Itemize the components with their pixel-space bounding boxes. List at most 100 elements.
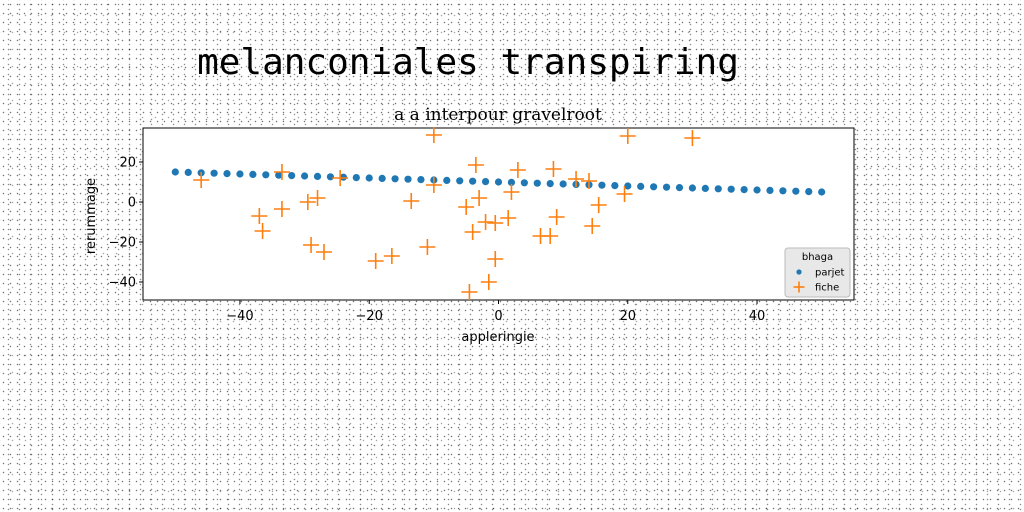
data-point-parjet bbox=[236, 170, 244, 178]
data-point-parjet bbox=[740, 186, 748, 194]
data-point-parjet bbox=[417, 176, 425, 184]
data-point-parjet bbox=[598, 181, 606, 189]
data-point-fiche bbox=[477, 214, 494, 230]
data-point-parjet bbox=[404, 175, 412, 183]
data-point-parjet bbox=[443, 176, 451, 184]
data-point-fiche bbox=[487, 251, 504, 267]
data-point-fiche bbox=[367, 253, 384, 269]
data-point-fiche bbox=[425, 177, 442, 193]
data-point-parjet bbox=[701, 184, 709, 192]
data-point-parjet bbox=[223, 170, 231, 178]
y-tick-label: −20 bbox=[109, 236, 136, 251]
data-point-fiche bbox=[309, 190, 326, 206]
data-point-parjet bbox=[611, 182, 619, 190]
data-point-fiche bbox=[299, 194, 316, 210]
data-point-fiche bbox=[383, 248, 400, 264]
data-point-parjet bbox=[249, 170, 257, 178]
data-point-parjet bbox=[688, 184, 697, 192]
data-point-parjet bbox=[378, 174, 386, 182]
data-point-parjet bbox=[796, 269, 802, 275]
data-point-parjet bbox=[469, 177, 477, 185]
data-point-fiche bbox=[251, 208, 268, 224]
legend-box bbox=[784, 247, 851, 298]
data-point-parjet bbox=[300, 172, 309, 180]
data-point-fiche bbox=[548, 209, 565, 225]
data-point-fiche bbox=[542, 228, 559, 244]
data-point-fiche bbox=[254, 223, 271, 239]
data-point-parjet bbox=[546, 180, 554, 188]
data-point-parjet bbox=[391, 175, 399, 183]
data-point-fiche bbox=[500, 210, 517, 226]
data-point-parjet bbox=[559, 180, 567, 188]
data-point-parjet bbox=[456, 177, 464, 185]
data-point-fiche bbox=[590, 197, 607, 213]
chart-subtitle: a a interpour gravelroot bbox=[394, 105, 602, 125]
data-point-parjet bbox=[339, 173, 347, 181]
data-point-parjet bbox=[637, 182, 645, 190]
data-point-fiche bbox=[273, 164, 290, 180]
data-point-parjet bbox=[507, 178, 516, 186]
data-point-fiche bbox=[487, 215, 504, 231]
data-point-parjet bbox=[352, 174, 360, 182]
data-point-parjet bbox=[262, 171, 270, 179]
y-axis-label: rerummage bbox=[84, 178, 99, 254]
plot-area: −40 −20 0 20 40 −40 −20 0 20 bbox=[109, 127, 855, 324]
data-point-parjet bbox=[727, 185, 735, 193]
x-tick-label: 20 bbox=[619, 309, 636, 324]
data-point-parjet bbox=[184, 168, 192, 176]
data-point-parjet bbox=[662, 183, 671, 191]
data-point-fiche bbox=[315, 244, 332, 260]
y-tick-label: −40 bbox=[109, 276, 136, 291]
data-point-parjet bbox=[766, 186, 774, 194]
data-point-parjet bbox=[313, 172, 322, 180]
data-point-parjet bbox=[520, 179, 528, 187]
y-tick-label: 20 bbox=[119, 156, 136, 171]
legend-label: fiche bbox=[815, 283, 839, 294]
legend-label: parjet bbox=[815, 268, 845, 279]
data-point-fiche bbox=[545, 161, 562, 177]
x-tick-label: −40 bbox=[226, 309, 253, 324]
data-point-fiche bbox=[616, 186, 633, 202]
data-point-fiche bbox=[684, 130, 701, 146]
data-point-parjet bbox=[481, 178, 490, 186]
data-point-fiche bbox=[458, 199, 475, 215]
data-point-fiche bbox=[425, 127, 442, 143]
data-point-parjet bbox=[792, 187, 800, 195]
data-point-parjet bbox=[650, 183, 658, 191]
data-point-parjet bbox=[326, 173, 335, 181]
data-point-fiche bbox=[303, 237, 320, 253]
data-point-parjet bbox=[753, 186, 761, 194]
data-point-parjet bbox=[171, 168, 179, 176]
data-point-parjet bbox=[818, 188, 826, 196]
data-point-fiche bbox=[580, 173, 597, 189]
data-point-parjet bbox=[365, 174, 373, 182]
data-point-fiche bbox=[568, 171, 585, 187]
data-point-fiche bbox=[464, 224, 481, 240]
data-point-parjet bbox=[275, 171, 283, 179]
data-point-fiche bbox=[480, 274, 497, 290]
data-point-fiche bbox=[509, 162, 526, 178]
data-point-parjet bbox=[288, 172, 296, 180]
data-point-parjet bbox=[494, 178, 503, 186]
data-point-parjet bbox=[675, 184, 684, 192]
data-point-parjet bbox=[210, 169, 218, 177]
data-point-fiche bbox=[584, 218, 601, 234]
data-point-parjet bbox=[624, 182, 632, 190]
data-point-fiche bbox=[471, 190, 488, 206]
data-point-fiche bbox=[332, 170, 349, 186]
data-point-fiche bbox=[503, 184, 520, 200]
legend: bhaga parjet fiche bbox=[784, 247, 851, 298]
data-point-fiche bbox=[619, 128, 636, 144]
data-point-fiche bbox=[403, 193, 420, 209]
x-tick-label: −20 bbox=[356, 309, 383, 324]
data-point-fiche bbox=[793, 281, 805, 293]
legend-title: bhaga bbox=[802, 252, 833, 263]
data-point-fiche bbox=[461, 284, 478, 300]
data-point-fiche bbox=[273, 201, 290, 217]
chart-title: melanconiales transpiring bbox=[197, 42, 739, 83]
legend-item-parjet: parjet bbox=[796, 268, 845, 279]
data-point-fiche bbox=[467, 157, 484, 173]
data-point-fiche bbox=[193, 172, 210, 188]
x-tick-label: 40 bbox=[749, 309, 766, 324]
